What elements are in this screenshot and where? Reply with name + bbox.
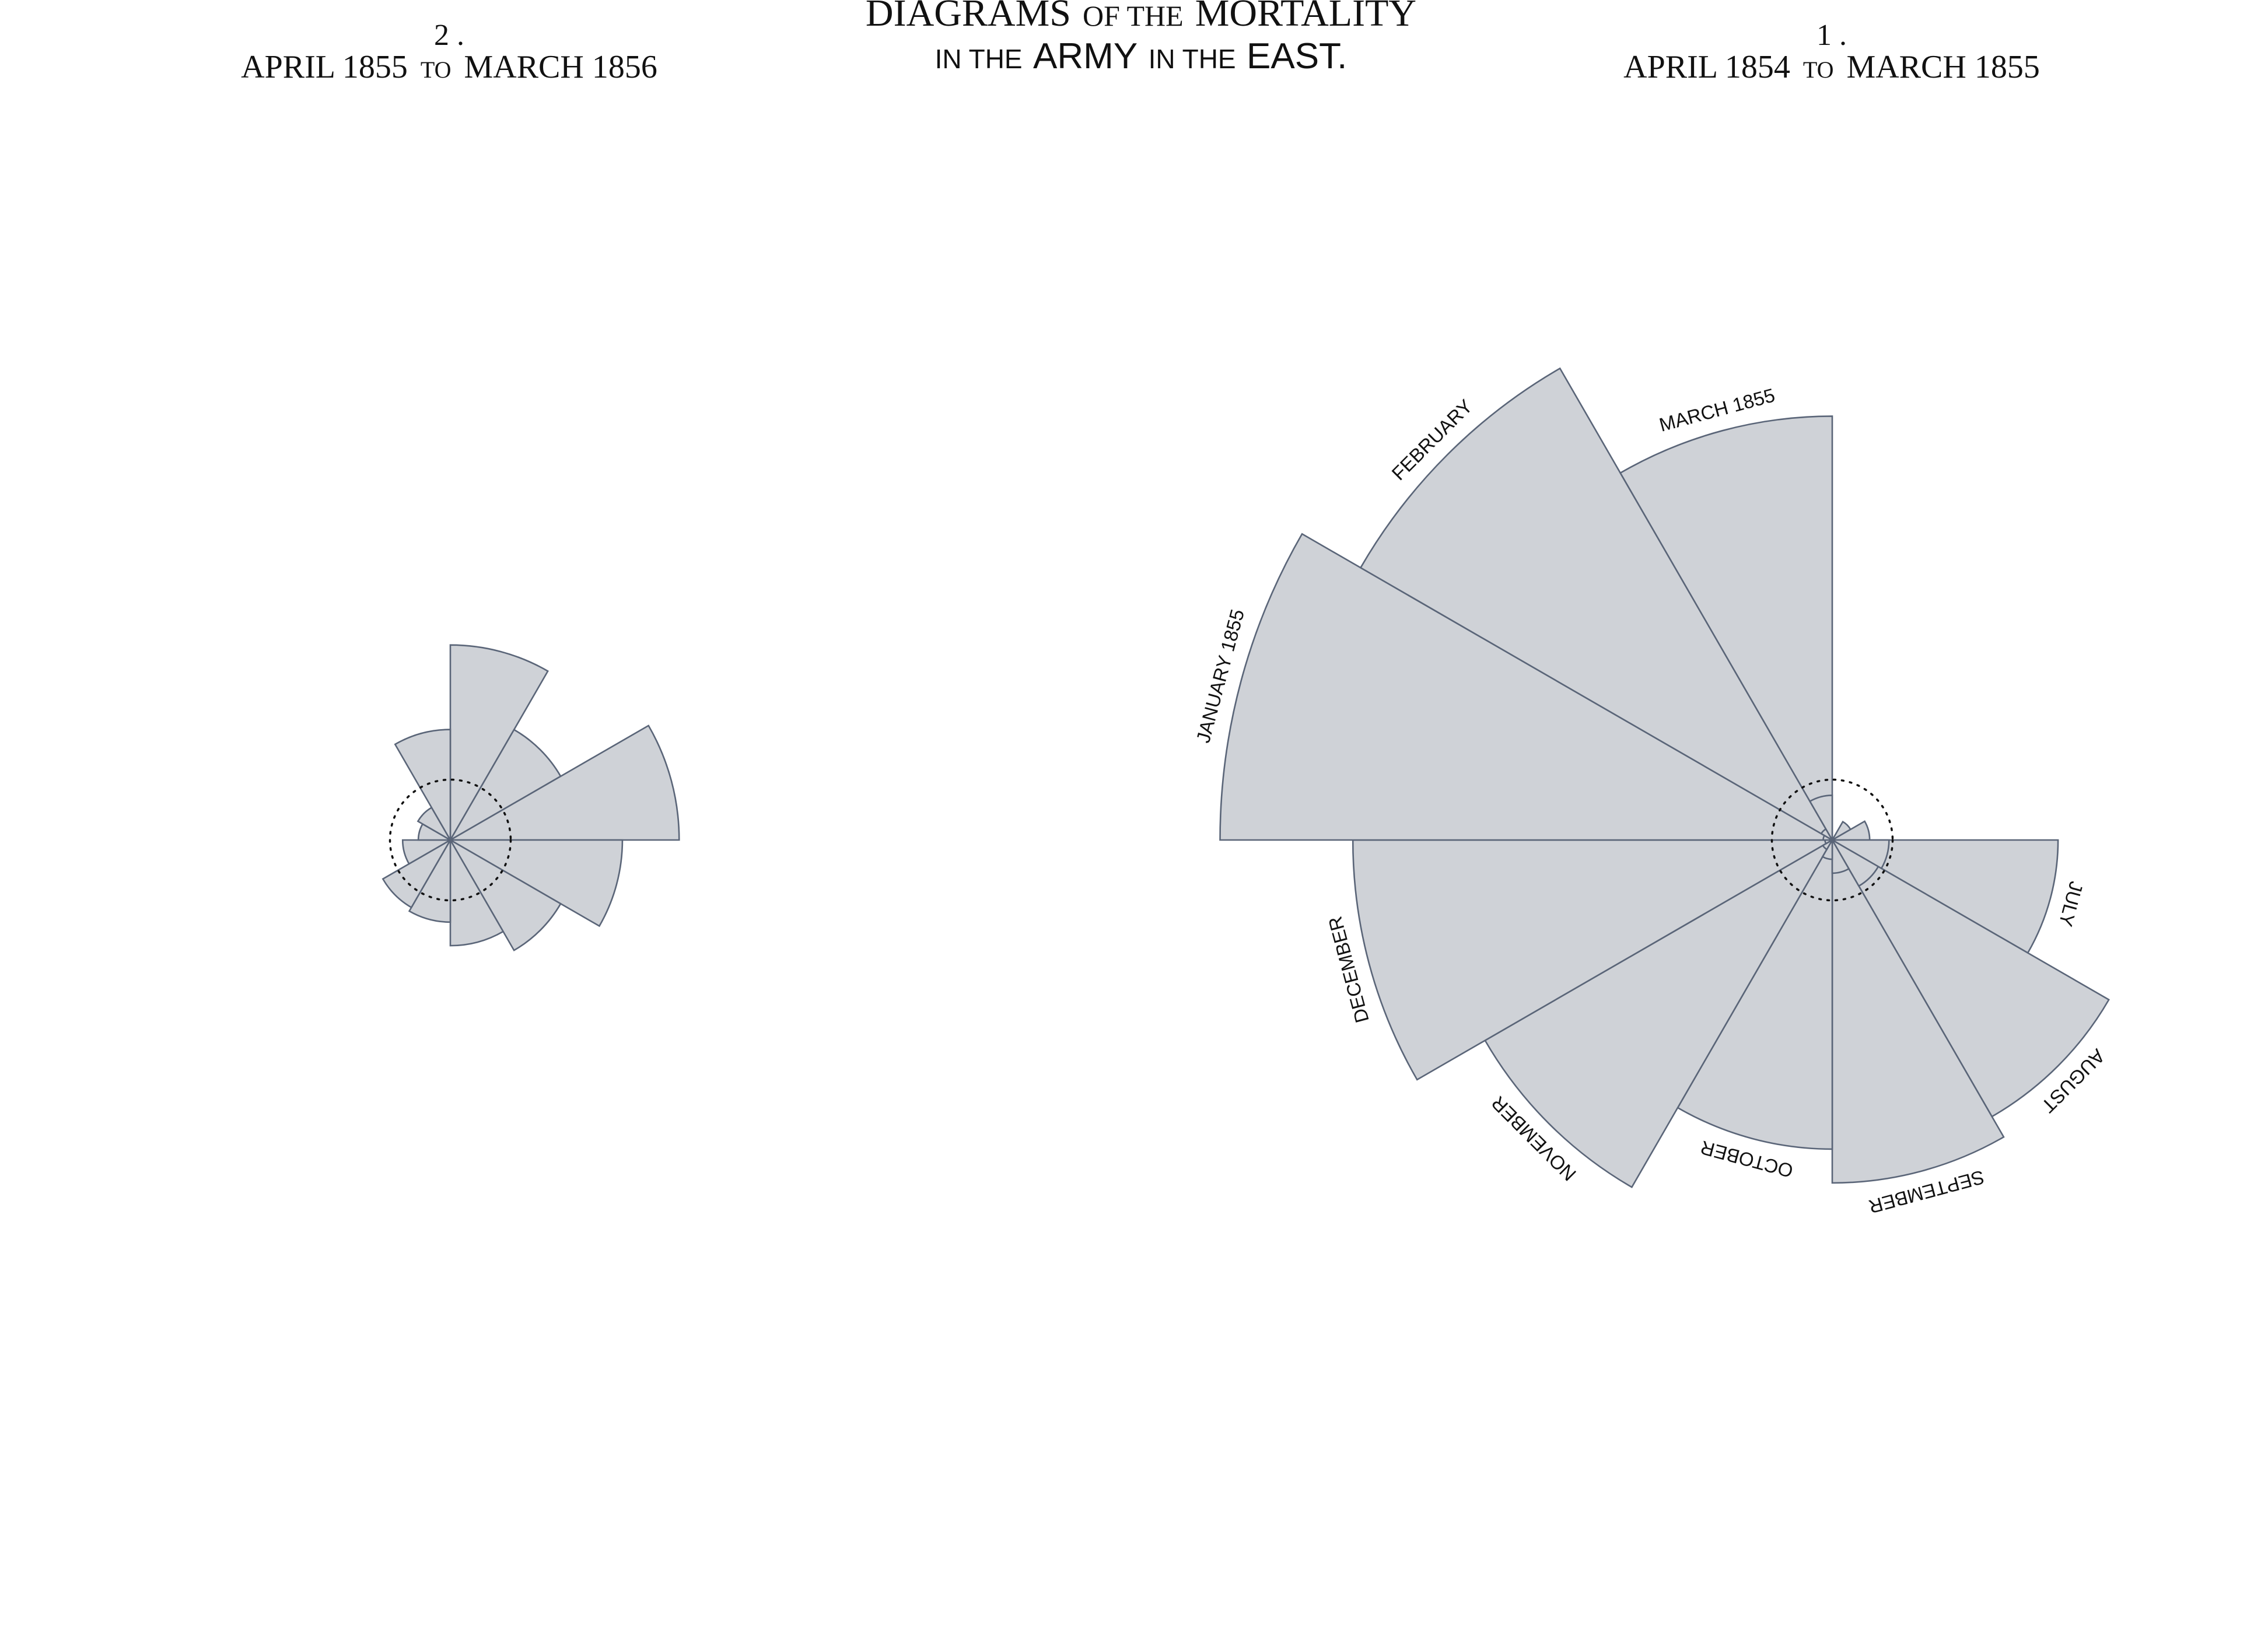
panel-2-wedge-october xyxy=(408,837,452,923)
panel-1-wedge-march-1855 xyxy=(1619,415,1833,843)
panel-1-wedge-september xyxy=(1831,837,2005,1184)
panel-1-wedge-november xyxy=(1484,838,1835,1188)
panel-1-title-from: APRIL 1854 xyxy=(1623,49,1790,85)
panel-1-inner-wedge-march-1855 xyxy=(1808,794,1833,843)
panel-1-reference-circle xyxy=(1770,778,1894,902)
panel-2-reference-circle xyxy=(388,778,512,902)
panel-2-wedge-july xyxy=(447,839,624,928)
panel-2-wedge-march-1856 xyxy=(394,729,452,843)
panel-1-number: 1 . xyxy=(1817,19,1847,52)
panel-2-wedge-june xyxy=(447,724,680,841)
panel-2-title: APRIL 1855 TO MARCH 1856 xyxy=(241,49,657,85)
panel-2-wedge-september xyxy=(449,837,505,947)
panel-1-inner-wedge-september xyxy=(1831,837,1850,874)
panel-1-wedge-january-1855 xyxy=(1219,533,1835,841)
main-title-east: EAST. xyxy=(1247,36,1347,76)
panel-1-title: APRIL 1854 TO MARCH 1855 xyxy=(1623,49,2040,85)
panel-2-wedge-november xyxy=(382,838,453,909)
main-title-of-the: OF THE xyxy=(1083,0,1184,32)
panel-2-number: 2 . xyxy=(434,19,464,52)
panel-2-wedge-may xyxy=(448,729,562,842)
panel-2-wedge-august xyxy=(448,838,562,951)
panel-2-title-to: TO xyxy=(421,57,452,83)
panel-1-title-until: MARCH 1855 xyxy=(1846,49,2039,85)
panel-1-wedge-december xyxy=(1352,839,1835,1081)
panel-1-wedge-february xyxy=(1359,367,1835,842)
main-title-in-the-b: IN THE xyxy=(1149,44,1236,74)
panel-2-rose xyxy=(382,644,680,951)
panel-2-wedge-april-1855 xyxy=(449,644,549,843)
panel-1-inner-wedge-november xyxy=(1822,838,1835,850)
panel-2-title-until: MARCH 1856 xyxy=(464,49,657,85)
main-title-line1: DIAGRAMS OF THE MORTALITY xyxy=(866,0,1416,34)
main-title-mortality: MORTALITY xyxy=(1195,0,1416,34)
panel-2-wedge-december xyxy=(401,839,453,865)
panel-1-rose: JULYAUGUSTSEPTEMBEROCTOBERNOVEMBERDECEMB… xyxy=(1192,367,2110,1218)
main-title-line2: IN THE ARMY IN THE EAST. xyxy=(935,36,1348,76)
main-title-in-the-a: IN THE xyxy=(935,44,1023,74)
panel-2-title-from: APRIL 1855 xyxy=(241,49,408,85)
panel-1-wedge-august xyxy=(1830,838,2110,1118)
main-title-diagrams: DIAGRAMS xyxy=(866,0,1071,34)
panel-1-inner-wedge-july xyxy=(1829,839,1890,870)
panel-1-title-to: TO xyxy=(1803,57,1834,83)
panel-1-wedge-july xyxy=(1829,839,2059,954)
main-title-army: ARMY xyxy=(1033,36,1138,76)
panel-1-wedge-october xyxy=(1676,837,1833,1150)
panel-1-inner-wedge-august xyxy=(1830,838,1880,887)
panel-1-month-label-july: JULY xyxy=(2054,879,2087,929)
